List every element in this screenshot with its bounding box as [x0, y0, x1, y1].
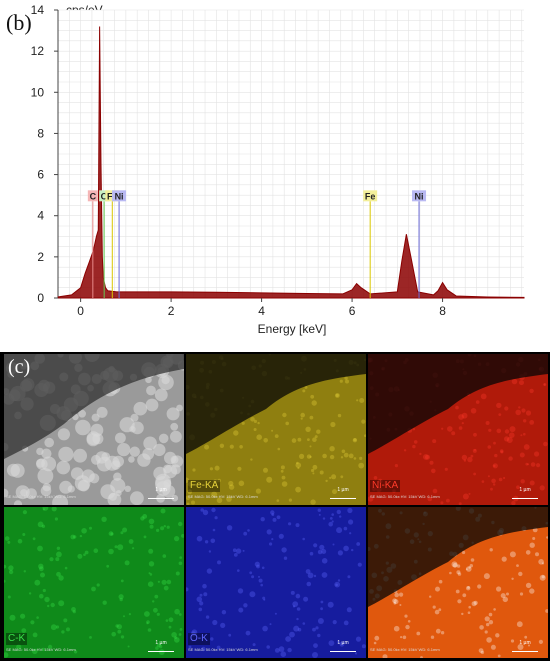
element-label-box	[87, 190, 98, 202]
se-image	[4, 354, 184, 505]
y-tick-label: 10	[31, 85, 45, 99]
map-tile-fe: Fe-KA SE MAG: 50.0kx HV: 15kV WD: 6.1mm …	[186, 354, 366, 505]
x-tick-label: 4	[258, 304, 265, 318]
scale-label: 1 µm	[155, 640, 167, 646]
tick-labels: 0 2 4 6 8 0 2 4 6 8 10 12 14	[31, 3, 447, 318]
map-label: C-K	[6, 633, 28, 645]
map-caption: SE MAG: 50.0kx HV: 15kV WD: 6.1mm	[6, 494, 76, 499]
o-map-image	[186, 507, 366, 658]
spectrum-svg: (b) cps/eV Energy [keV] COFeNiFeNi 02468…	[6, 3, 525, 336]
scale-label: 1 µm	[337, 487, 349, 493]
map-tile-overlay: SE MAG: 50.0kx HV: 15kV WD: 6.1mm 1 µm	[368, 507, 548, 658]
element-label-box	[412, 190, 427, 202]
x-axis-title: Energy [keV]	[258, 322, 327, 336]
y-tick-label: 8	[37, 126, 44, 140]
map-label: Fe-KA	[188, 480, 221, 492]
y-tick-label: 6	[37, 168, 44, 182]
y-tick-label: 2	[37, 250, 44, 264]
scale-bar: 1 µm	[148, 640, 174, 652]
map-caption: SE MAG: 50.0kx HV: 15kV WD: 6.1mm	[6, 647, 76, 652]
series	[57, 26, 525, 299]
c-map-image	[4, 507, 184, 658]
spectrum-series	[57, 26, 525, 299]
x-tick-label: 2	[168, 304, 175, 318]
element-label: C	[90, 191, 97, 201]
x-tick-label: 8	[439, 304, 446, 318]
element-label: Ni	[115, 191, 124, 201]
map-caption: SE MAG: 50.0kx HV: 15kV WD: 6.1mm	[370, 647, 440, 652]
map-label: O-K	[188, 633, 210, 645]
scale-bar: 1 µm	[330, 487, 356, 499]
scale-bar: 1 µm	[148, 487, 174, 499]
fe-map-image	[186, 354, 366, 505]
eds-spectrum-chart: (b) cps/eV Energy [keV] COFeNiFeNi 02468…	[6, 3, 525, 336]
map-tile-c: C-K SE MAG: 50.0kx HV: 15kV WD: 6.1mm 1 …	[4, 507, 184, 658]
element-label: Fe	[365, 191, 376, 201]
grid	[57, 9, 524, 299]
scale-label: 1 µm	[337, 640, 349, 646]
map-caption: SE MAG: 50.0kx HV: 15kV WD: 6.1mm	[188, 647, 258, 652]
scale-label: 1 µm	[519, 487, 531, 493]
panel-b-label: (b)	[6, 10, 32, 35]
scale-label: 1 µm	[155, 487, 167, 493]
y-tick-label: 0	[37, 291, 44, 305]
y-tick-label: 4	[37, 209, 44, 223]
scale-bar: 1 µm	[512, 640, 538, 652]
ni-map-image	[368, 354, 548, 505]
x-tick-label: 0	[77, 304, 84, 318]
element-label-box	[112, 190, 127, 202]
panel-c-label: (c)	[8, 356, 31, 378]
map-tile-se: SE MAG: 50.0kx HV: 15kV WD: 6.1mm 1 µm	[4, 354, 184, 505]
y-tick-label: 14	[31, 3, 45, 17]
element-label: Ni	[415, 191, 424, 201]
scale-bar: 1 µm	[330, 640, 356, 652]
element-annotations: COFeNiFeNi	[87, 190, 427, 298]
element-label-box	[99, 190, 110, 202]
element-label-box	[363, 190, 378, 202]
map-tile-ni: Ni-KA SE MAG: 50.0kx HV: 15kV WD: 6.1mm …	[368, 354, 548, 505]
y-tick-label: 12	[31, 44, 45, 58]
element-label: O	[101, 191, 108, 201]
map-label: Ni-KA	[370, 480, 401, 492]
eds-map-grid: SE MAG: 50.0kx HV: 15kV WD: 6.1mm 1 µm F…	[0, 352, 550, 661]
overlay-map-image	[368, 507, 548, 658]
scale-label: 1 µm	[519, 640, 531, 646]
map-caption: SE MAG: 50.0kx HV: 15kV WD: 6.1mm	[370, 494, 440, 499]
map-tile-o: O-K SE MAG: 50.0kx HV: 15kV WD: 6.1mm 1 …	[186, 507, 366, 658]
scale-bar: 1 µm	[512, 487, 538, 499]
map-caption: SE MAG: 50.0kx HV: 15kV WD: 6.1mm	[188, 494, 258, 499]
x-tick-label: 6	[349, 304, 356, 318]
